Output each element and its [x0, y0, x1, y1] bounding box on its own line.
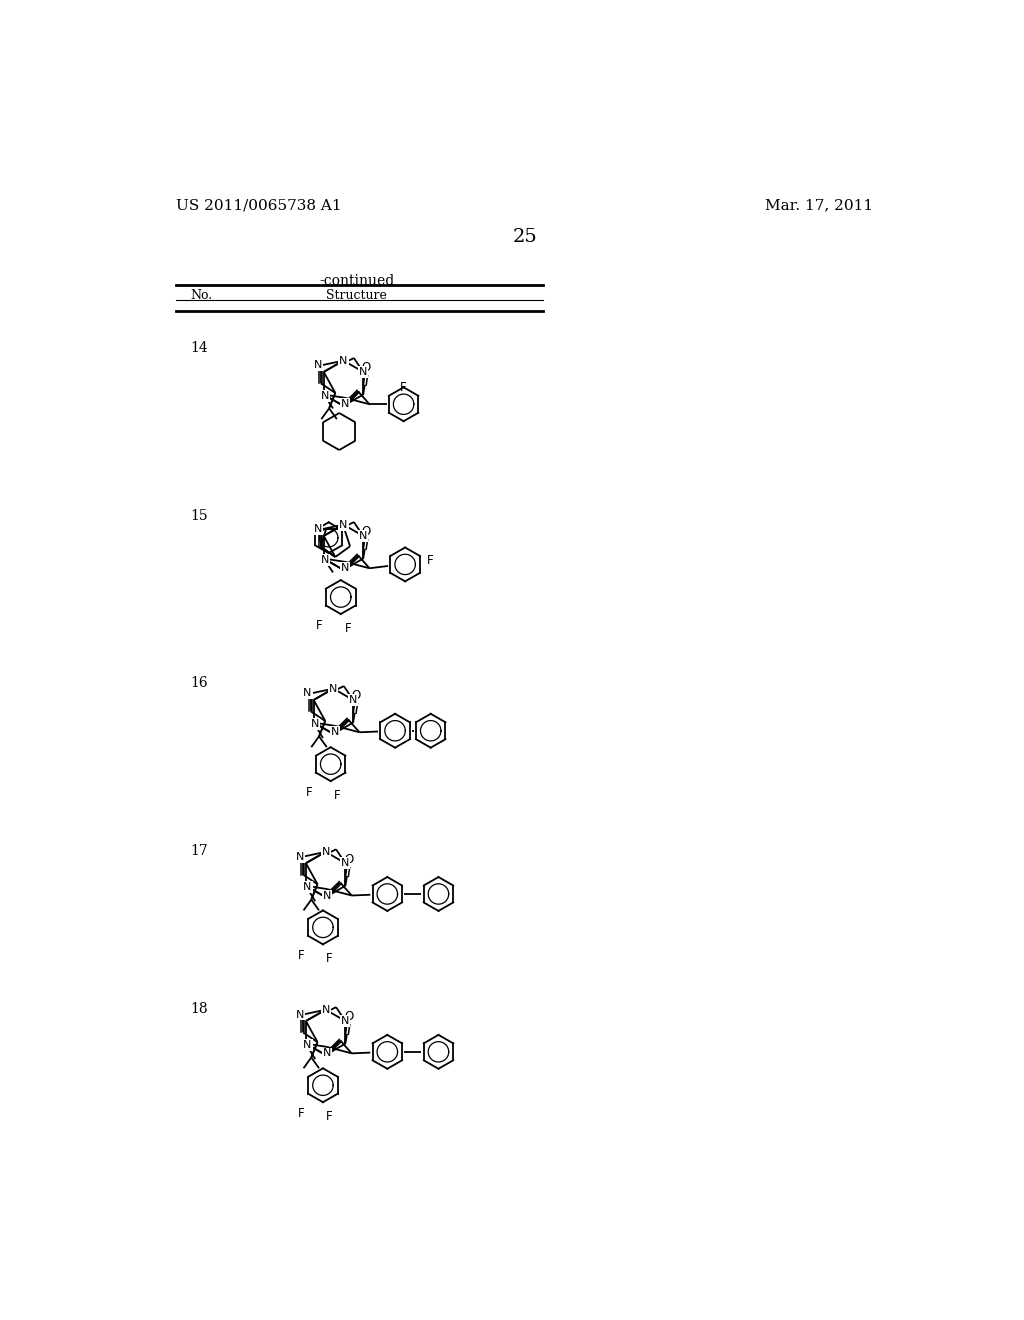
Text: N: N: [341, 1016, 349, 1026]
Text: 18: 18: [190, 1002, 208, 1015]
Text: N: N: [322, 1005, 330, 1015]
Text: F: F: [298, 949, 304, 962]
Text: F: F: [427, 554, 433, 568]
Text: N: N: [311, 719, 319, 729]
Text: F: F: [326, 952, 333, 965]
Text: O: O: [351, 689, 361, 702]
Text: N: N: [303, 689, 311, 698]
Text: 25: 25: [512, 227, 538, 246]
Text: O: O: [344, 853, 353, 866]
Text: N: N: [322, 556, 330, 565]
Text: N: N: [322, 847, 330, 857]
Text: N: N: [341, 858, 349, 869]
Text: N: N: [341, 400, 349, 409]
Text: F: F: [315, 619, 323, 632]
Text: F: F: [326, 1110, 333, 1123]
Text: N: N: [329, 684, 338, 693]
Text: Mar. 17, 2011: Mar. 17, 2011: [765, 198, 873, 213]
Text: N: N: [349, 694, 357, 705]
Text: N: N: [296, 851, 304, 862]
Text: N: N: [339, 355, 347, 366]
Text: F: F: [298, 1106, 304, 1119]
Text: N: N: [359, 531, 368, 541]
Text: O: O: [361, 525, 371, 539]
Text: O: O: [361, 362, 371, 375]
Text: No.: No.: [190, 289, 212, 301]
Text: -continued: -continued: [319, 275, 394, 288]
Text: N: N: [331, 727, 339, 738]
Text: N: N: [296, 1010, 304, 1019]
Text: 14: 14: [190, 341, 208, 355]
Text: N: N: [313, 524, 322, 535]
Text: F: F: [334, 789, 340, 801]
Text: N: N: [359, 367, 368, 378]
Text: 17: 17: [190, 843, 208, 858]
Text: F: F: [345, 622, 352, 635]
Text: 15: 15: [190, 508, 208, 523]
Text: N: N: [323, 1048, 332, 1059]
Text: N: N: [303, 1040, 311, 1051]
Text: N: N: [323, 891, 332, 900]
Text: Structure: Structure: [327, 289, 387, 301]
Text: US 2011/0065738 A1: US 2011/0065738 A1: [176, 198, 342, 213]
Text: N: N: [303, 882, 311, 892]
Text: N: N: [339, 520, 347, 529]
Text: 16: 16: [190, 676, 208, 690]
Text: F: F: [400, 381, 407, 395]
Text: O: O: [344, 1011, 353, 1023]
Text: N: N: [322, 391, 330, 401]
Text: N: N: [313, 360, 322, 371]
Text: F: F: [306, 785, 312, 799]
Text: N: N: [341, 564, 349, 573]
